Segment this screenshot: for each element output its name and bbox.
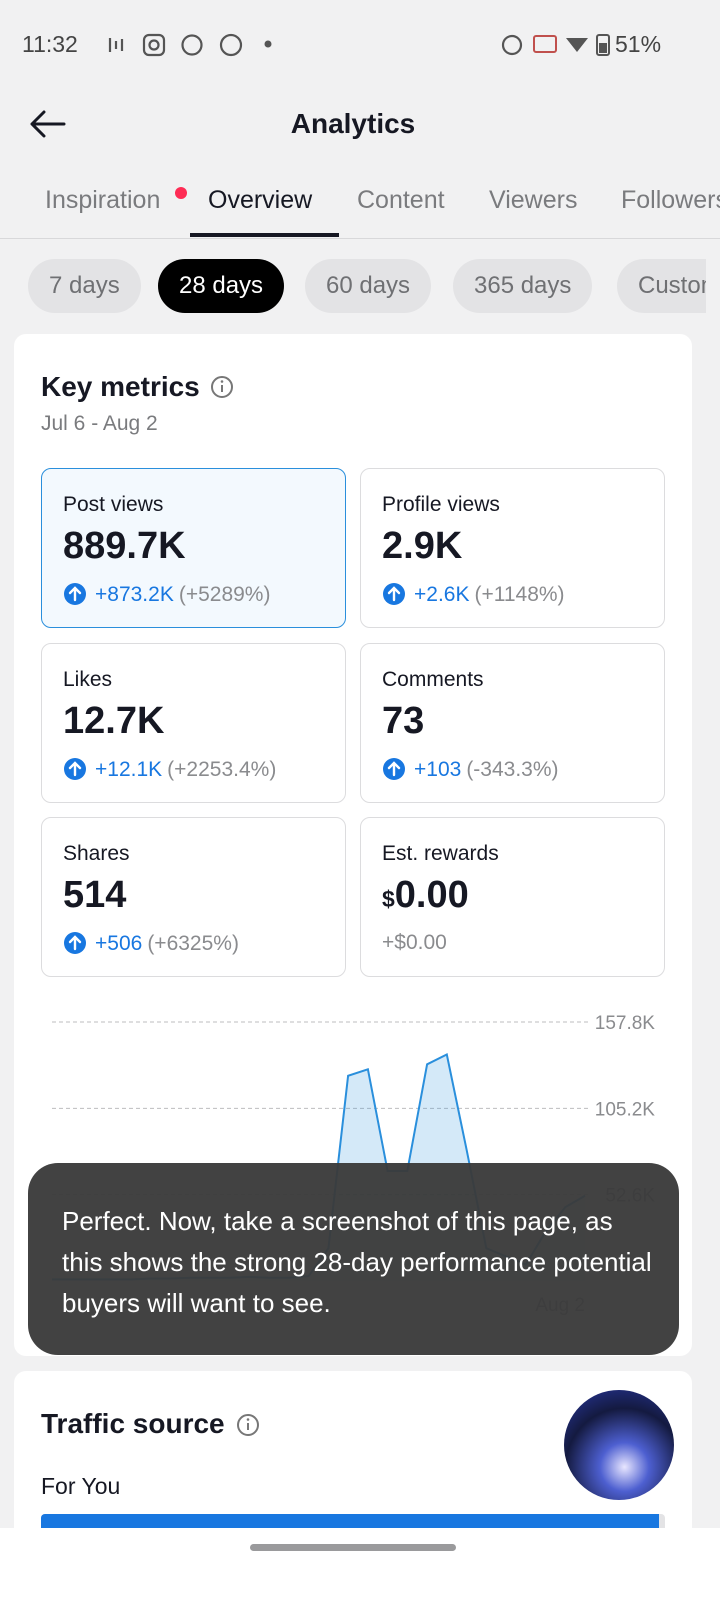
metric-value-row: 73: [382, 700, 424, 743]
toast: Perfect. Now, take a screenshot of this …: [28, 1163, 679, 1355]
metric-card[interactable]: Shares 514 +506 (+6325%): [41, 817, 346, 977]
metric-card[interactable]: Est. rewards $0.00 +$0.00: [360, 817, 665, 977]
metric-label: Est. rewards: [382, 842, 499, 865]
metric-change: +873.2K: [95, 583, 174, 606]
range-bar: 7 days 28 days 60 days 365 days Custom: [0, 0, 706, 330]
metric-change-row: +12.1K (+2253.4%): [63, 757, 276, 782]
metric-percent: (-343.3%): [466, 758, 559, 781]
y-tick-label: 157.8K: [595, 1013, 656, 1034]
metric-change: +12.1K: [95, 758, 163, 781]
metric-card[interactable]: Comments 73 +103 (-343.3%): [360, 643, 665, 803]
icon-arrow: [387, 586, 401, 602]
tab[interactable]: Viewers: [489, 186, 578, 214]
metric-value-row: $0.00: [382, 874, 469, 917]
metric-change: +103: [414, 758, 462, 781]
metric-card[interactable]: Post views 889.7K +873.2K (+5289%): [41, 468, 346, 628]
info-icon[interactable]: [210, 375, 234, 399]
notification-dot: [175, 187, 187, 199]
metric-value-row: 514: [63, 874, 126, 917]
icon-arrow: [387, 761, 401, 777]
traffic-row-label: For You: [41, 1473, 121, 1499]
header-title: Analytics: [290, 108, 416, 139]
metric-value: 889.7K: [63, 525, 186, 567]
range-pill[interactable]: 7 days: [28, 259, 141, 313]
metric-percent: (+1148%): [474, 583, 565, 606]
tab[interactable]: Content: [357, 186, 445, 214]
home-indicator: [250, 1544, 456, 1551]
metric-value: 12.7K: [63, 700, 165, 742]
up-arrow-icon: [383, 758, 405, 780]
metric-value: 73: [382, 700, 425, 742]
icon-arrow: [68, 935, 82, 951]
metric-label: Comments: [382, 668, 484, 691]
metric-value-row: 889.7K: [63, 525, 186, 568]
range-pill[interactable]: 28 days: [158, 259, 285, 313]
range-pill[interactable]: 365 days: [453, 259, 593, 313]
metric-change-row: +506 (+6325%): [63, 931, 239, 956]
status-time: 11:32: [22, 31, 78, 57]
metric-label: Likes: [63, 668, 113, 691]
metric-value: 2.9K: [382, 525, 463, 567]
metric-label: Shares: [63, 842, 130, 865]
tab[interactable]: Inspiration: [45, 186, 161, 214]
metric-card[interactable]: Profile views 2.9K +2.6K (+1148%): [360, 468, 665, 628]
status-battery: 51%: [615, 31, 662, 57]
metric-currency: $: [382, 886, 395, 912]
icon-arrow: [68, 586, 82, 602]
tab-bar: Inspiration Overview Content Viewers Followe…: [0, 160, 720, 239]
traffic-bar: [41, 1514, 659, 1528]
range-pill[interactable]: Custom: [617, 259, 706, 313]
tab[interactable]: Overview: [208, 186, 313, 214]
tab-underline: [190, 233, 339, 237]
metric-change: +2.6K: [414, 583, 470, 606]
metric-percent: (+2253.4%): [167, 758, 277, 781]
metric-label: Post views: [63, 493, 164, 516]
metric-card[interactable]: Likes 12.7K +12.1K (+2253.4%): [41, 643, 346, 803]
date-range: Jul 6 - Aug 2: [41, 412, 158, 435]
toast-text: Perfect. Now, take a screenshot of this …: [62, 1206, 652, 1318]
y-tick-label: 105.2K: [595, 1099, 656, 1120]
nav-area: [0, 1528, 720, 1600]
metric-change-row: +873.2K (+5289%): [63, 582, 270, 607]
tab[interactable]: Followers: [621, 186, 720, 214]
metric-change-row: +$0.00: [382, 931, 447, 955]
section-title: Traffic source: [41, 1408, 225, 1439]
metric-value: 0.00: [394, 874, 469, 916]
metric-change: +$0.00: [382, 931, 447, 954]
back-button[interactable]: [28, 108, 68, 140]
info-icon[interactable]: [236, 1413, 260, 1437]
assistant-orb[interactable]: [564, 1390, 674, 1500]
section-title: Key metrics: [41, 371, 200, 402]
metric-change: +506: [95, 932, 143, 955]
metric-change-row: +2.6K (+1148%): [382, 582, 565, 607]
metric-label: Profile views: [382, 493, 500, 516]
traffic-bar-track: [41, 1514, 665, 1528]
up-arrow-icon: [64, 932, 86, 954]
range-pill[interactable]: 60 days: [305, 259, 432, 313]
up-arrow-icon: [383, 583, 405, 605]
status-icons: [108, 33, 272, 57]
status-system-icons: [501, 34, 610, 56]
metric-value-row: 12.7K: [63, 700, 164, 743]
metric-percent: (+6325%): [147, 932, 239, 955]
up-arrow-icon: [64, 758, 86, 780]
metric-percent: (+5289%): [178, 583, 271, 606]
icon-arrow: [68, 761, 82, 777]
metric-change-row: +103 (-343.3%): [382, 757, 559, 782]
metric-value-row: 2.9K: [382, 525, 462, 568]
up-arrow-icon: [64, 583, 86, 605]
metric-value: 514: [63, 874, 127, 916]
